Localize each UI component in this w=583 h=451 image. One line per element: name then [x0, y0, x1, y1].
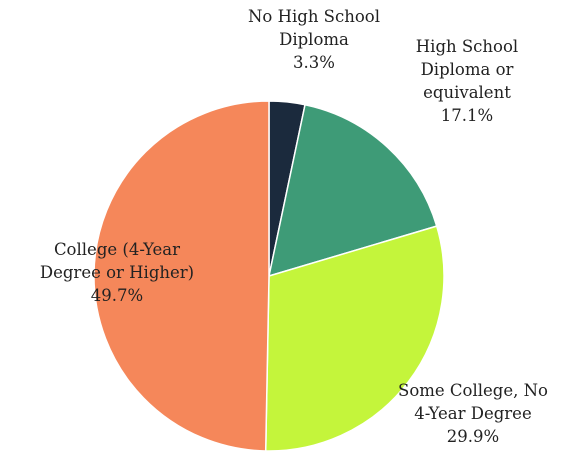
- slice-label-line: Diploma or: [421, 60, 514, 79]
- slice-value-label: 17.1%: [441, 106, 493, 125]
- slice-college: [93, 100, 270, 451]
- slice-value-label: 3.3%: [293, 53, 335, 72]
- slice-label-line: 4-Year Degree: [414, 404, 531, 423]
- slice-label-line: Diploma: [279, 30, 349, 49]
- slice-label-line: Some College, No: [398, 381, 548, 400]
- slice-label-line: Degree or Higher): [40, 263, 194, 282]
- slice-value-label: 49.7%: [91, 286, 143, 305]
- slice-label-line: College (4-Year: [54, 240, 180, 259]
- slice-label-college: College (4-Year Degree or Higher) 49.7%: [40, 240, 194, 305]
- slice-label-line: High School: [416, 37, 518, 56]
- slice-high-school: [268, 103, 438, 278]
- slice-label-high-school: High School Diploma or equivalent 17.1%: [416, 37, 518, 125]
- slice-label-line: equivalent: [423, 83, 511, 102]
- slice-label-no-high-school: No High School Diploma 3.3%: [248, 7, 380, 72]
- slices-layer: [93, 100, 445, 451]
- labels-layer: No High School Diploma 3.3% High School Dipl…: [40, 7, 548, 446]
- slice-label-some-college: Some College, No 4-Year Degree 29.9%: [398, 381, 548, 446]
- slice-label-line: No High School: [248, 7, 380, 26]
- slice-some-college: [264, 225, 445, 451]
- slice-value-label: 29.9%: [447, 427, 499, 446]
